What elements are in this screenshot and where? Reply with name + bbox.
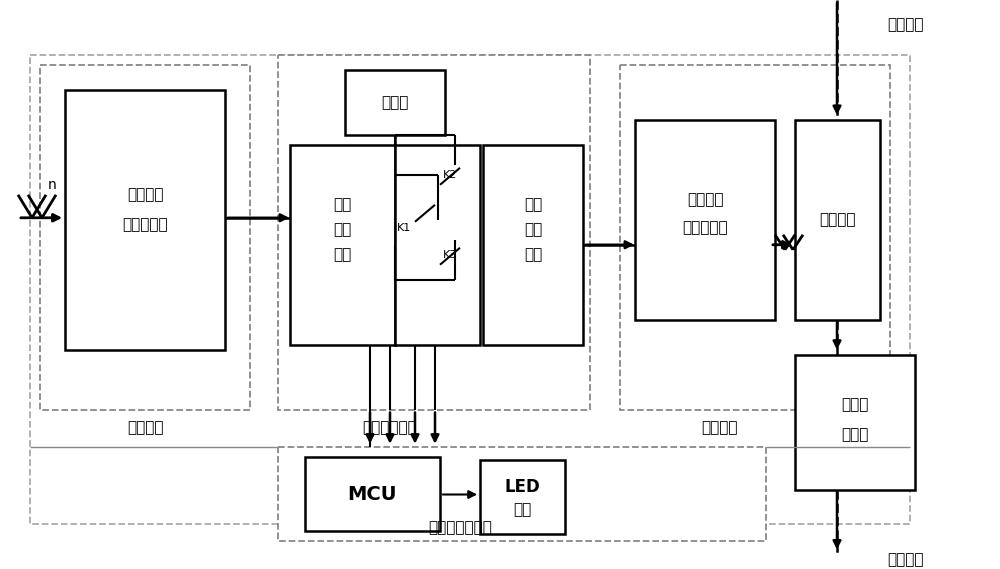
Bar xyxy=(40,65,250,410)
Text: K1: K1 xyxy=(397,223,411,233)
Text: 蓄电池: 蓄电池 xyxy=(381,96,409,110)
Bar xyxy=(483,145,583,345)
Text: 外转子式: 外转子式 xyxy=(127,187,163,203)
Bar xyxy=(395,145,480,345)
Bar xyxy=(65,90,225,349)
Text: 动器: 动器 xyxy=(524,248,542,262)
Bar xyxy=(345,70,445,135)
Text: 电动: 电动 xyxy=(524,197,542,212)
Text: 直流电动机: 直流电动机 xyxy=(682,220,728,235)
Bar xyxy=(278,55,590,410)
Text: 可控: 可控 xyxy=(333,197,351,212)
Text: MCU: MCU xyxy=(347,485,397,504)
Bar xyxy=(635,120,775,320)
Text: 清洁空气: 清洁空气 xyxy=(887,552,923,567)
Text: 储尘盒: 储尘盒 xyxy=(841,427,869,442)
Bar xyxy=(290,145,395,345)
Text: 吸尘风机: 吸尘风机 xyxy=(819,212,855,227)
Text: 流器: 流器 xyxy=(333,248,351,262)
Text: 能量控制单元: 能量控制单元 xyxy=(363,420,417,435)
Text: 电动单元: 电动单元 xyxy=(702,420,738,435)
Text: LED: LED xyxy=(504,477,540,496)
Text: 永磁发电机: 永磁发电机 xyxy=(122,217,168,232)
Bar xyxy=(795,120,880,320)
Text: K3: K3 xyxy=(443,250,457,259)
Bar xyxy=(480,460,565,534)
Bar xyxy=(30,55,910,525)
Text: K2: K2 xyxy=(443,170,457,180)
Text: 型整: 型整 xyxy=(333,222,351,237)
Bar xyxy=(795,354,915,489)
Bar xyxy=(278,447,766,542)
Bar xyxy=(305,456,440,531)
Text: 指示: 指示 xyxy=(513,502,531,517)
Text: 过滤器: 过滤器 xyxy=(841,397,869,412)
Text: 发电单元: 发电单元 xyxy=(127,420,163,435)
Text: 机驱: 机驱 xyxy=(524,222,542,237)
Text: n: n xyxy=(48,178,56,192)
Bar xyxy=(620,65,890,410)
Text: 永磁无刷: 永磁无刷 xyxy=(687,192,723,207)
Text: 含尘空气: 含尘空气 xyxy=(887,18,923,32)
Text: 检测、指示单元: 检测、指示单元 xyxy=(428,520,492,535)
